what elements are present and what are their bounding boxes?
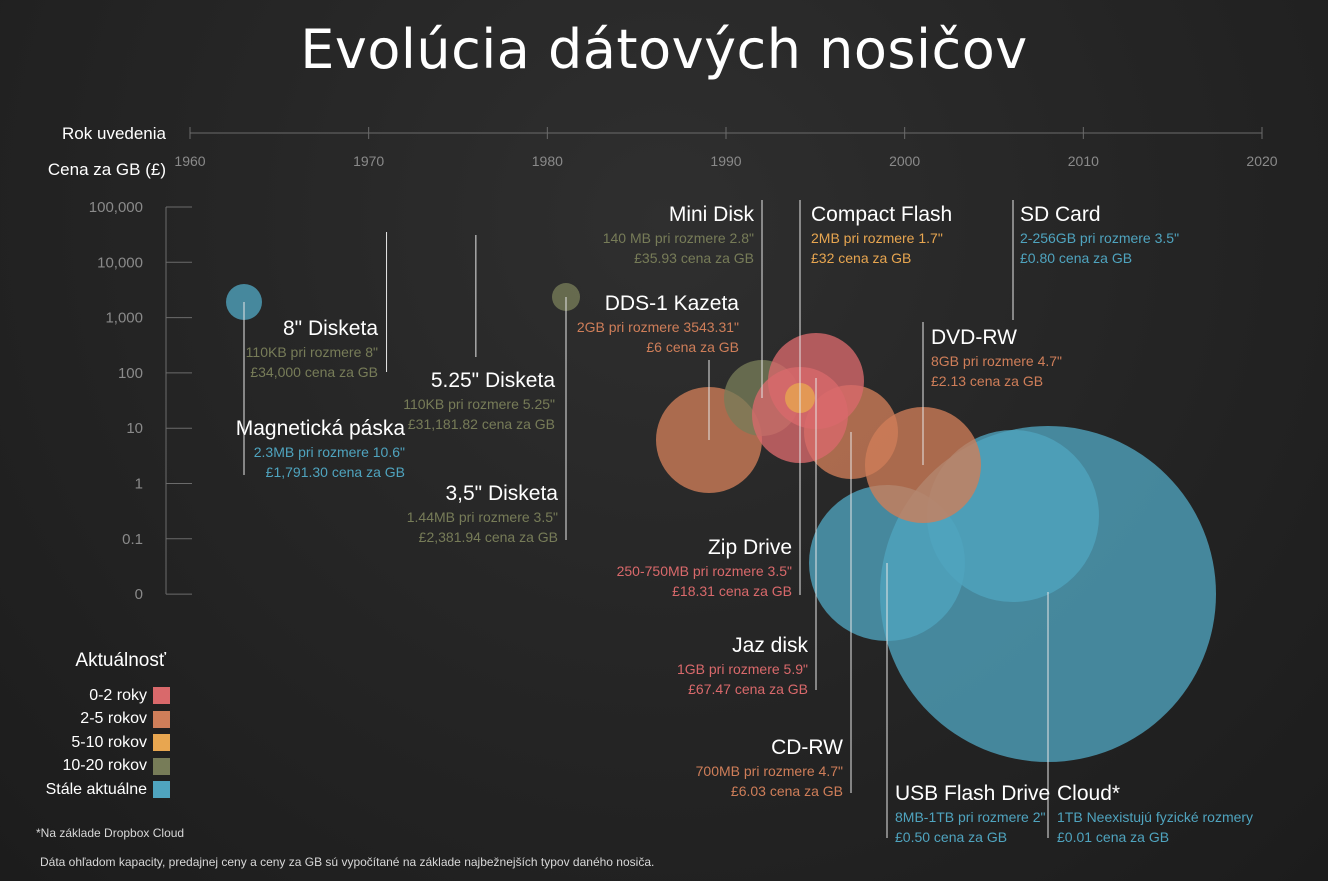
point-name: SD Card [1020,203,1101,226]
point-capacity: 700MB pri rozmere 4.7" [696,763,843,779]
point-capacity: 8MB-1TB pri rozmere 2" [895,809,1045,825]
point-name: 5.25" Disketa [431,369,556,392]
data-footnote: Dáta ohľadom kapacity, predajnej ceny a … [40,855,655,869]
legend-item-2-5: 2-5 rokov [40,708,170,732]
point-name: CD-RW [771,736,843,759]
point-price: £1,791.30 cena za GB [266,464,405,480]
y-tick-label: 10 [126,420,143,437]
legend-item-5-10: 5-10 rokov [40,731,170,755]
y-tick-label: 100 [118,365,143,382]
point-price: £6 cena za GB [646,339,739,355]
point-price: £0.01 cena za GB [1057,829,1169,845]
point-name: DVD-RW [931,326,1017,349]
point-price: £18.31 cena za GB [672,583,792,599]
point-capacity: 1GB pri rozmere 5.9" [677,661,808,677]
point-capacity: 110KB pri rozmere 8" [246,344,378,360]
legend-label: 5-10 rokov [71,733,147,751]
point-capacity: 140 MB pri rozmere 2.8" [603,230,754,246]
point-name: Cloud* [1057,782,1120,805]
point-name: DDS-1 Kazeta [605,292,740,315]
x-tick-label: 2000 [889,153,920,169]
legend-swatch [153,710,170,728]
legend: Aktuálnosť 0-2 roky 2-5 rokov 5-10 rokov… [40,650,170,802]
point-name: Magnetická páska [236,417,406,440]
point-capacity: 110KB pri rozmere 5.25" [403,396,555,412]
point-name: Jaz disk [732,634,808,657]
point-price: £0.80 cena za GB [1020,250,1132,266]
y-axis-title: Cena za GB (£) [47,160,166,179]
point-capacity: 2-256GB pri rozmere 3.5" [1020,230,1179,246]
point-capacity: 1.44MB pri rozmere 3.5" [407,509,558,525]
legend-item-10-20: 10-20 rokov [40,755,170,779]
point-price: £2.13 cena za GB [931,373,1043,389]
y-tick-label: 0 [135,586,143,603]
x-tick-label: 1960 [174,153,205,169]
legend-label: 2-5 rokov [80,710,147,728]
point-price: £67.47 cena za GB [688,681,808,697]
point-price: £6.03 cena za GB [731,783,843,799]
point-capacity: 2GB pri rozmere 3543.31" [577,319,739,335]
legend-swatch [153,781,170,799]
legend-item-current: Stále aktuálne [40,778,170,802]
y-tick-label: 100,000 [89,199,143,216]
legend-swatch [153,687,170,705]
page-title: Evolúcia dátových nosičov [300,18,1028,81]
y-tick-label: 0.1 [122,531,143,548]
point-capacity: 2MB pri rozmere 1.7" [811,230,943,246]
x-tick-label: 2010 [1068,153,1099,169]
point-name: 8" Disketa [283,317,378,340]
point-name: USB Flash Drive [895,782,1050,805]
legend-swatch [153,757,170,775]
x-tick-label: 1970 [353,153,384,169]
legend-label: 10-20 rokov [62,757,148,775]
point-capacity: 2.3MB pri rozmere 10.6" [254,444,405,460]
point-price: £32 cena za GB [811,250,911,266]
legend-title: Aktuálnosť [75,650,166,671]
point-price: £34,000 cena za GB [250,364,378,380]
x-tick-label: 1980 [532,153,563,169]
point-name: Compact Flash [811,203,952,226]
point-capacity: 1TB Neexistujú fyzické rozmery [1057,809,1253,825]
point-price: £2,381.94 cena za GB [419,529,558,545]
x-tick-label: 1990 [710,153,741,169]
point-name: Zip Drive [708,536,792,559]
point-name: 3,5" Disketa [445,482,558,505]
legend-swatch [153,734,170,752]
point-capacity: 250-750MB pri rozmere 3.5" [617,563,792,579]
point-capacity: 8GB pri rozmere 4.7" [931,353,1062,369]
y-tick-label: 10,000 [97,254,143,271]
legend-label: Stále aktuálne [45,780,147,798]
cloud-footnote: *Na základe Dropbox Cloud [36,826,185,840]
point-price: £35.93 cena za GB [634,250,754,266]
y-tick-label: 1,000 [105,310,143,327]
point-price: £31,181.82 cena za GB [408,416,555,432]
legend-label: 0-2 roky [89,686,147,704]
legend-item-0-2: 0-2 roky [40,684,170,708]
y-tick-label: 1 [135,476,143,493]
point-price: £0.50 cena za GB [895,829,1007,845]
x-tick-label: 2020 [1246,153,1277,169]
point-name: Mini Disk [669,203,755,226]
x-axis-title: Rok uvedenia [62,124,166,143]
